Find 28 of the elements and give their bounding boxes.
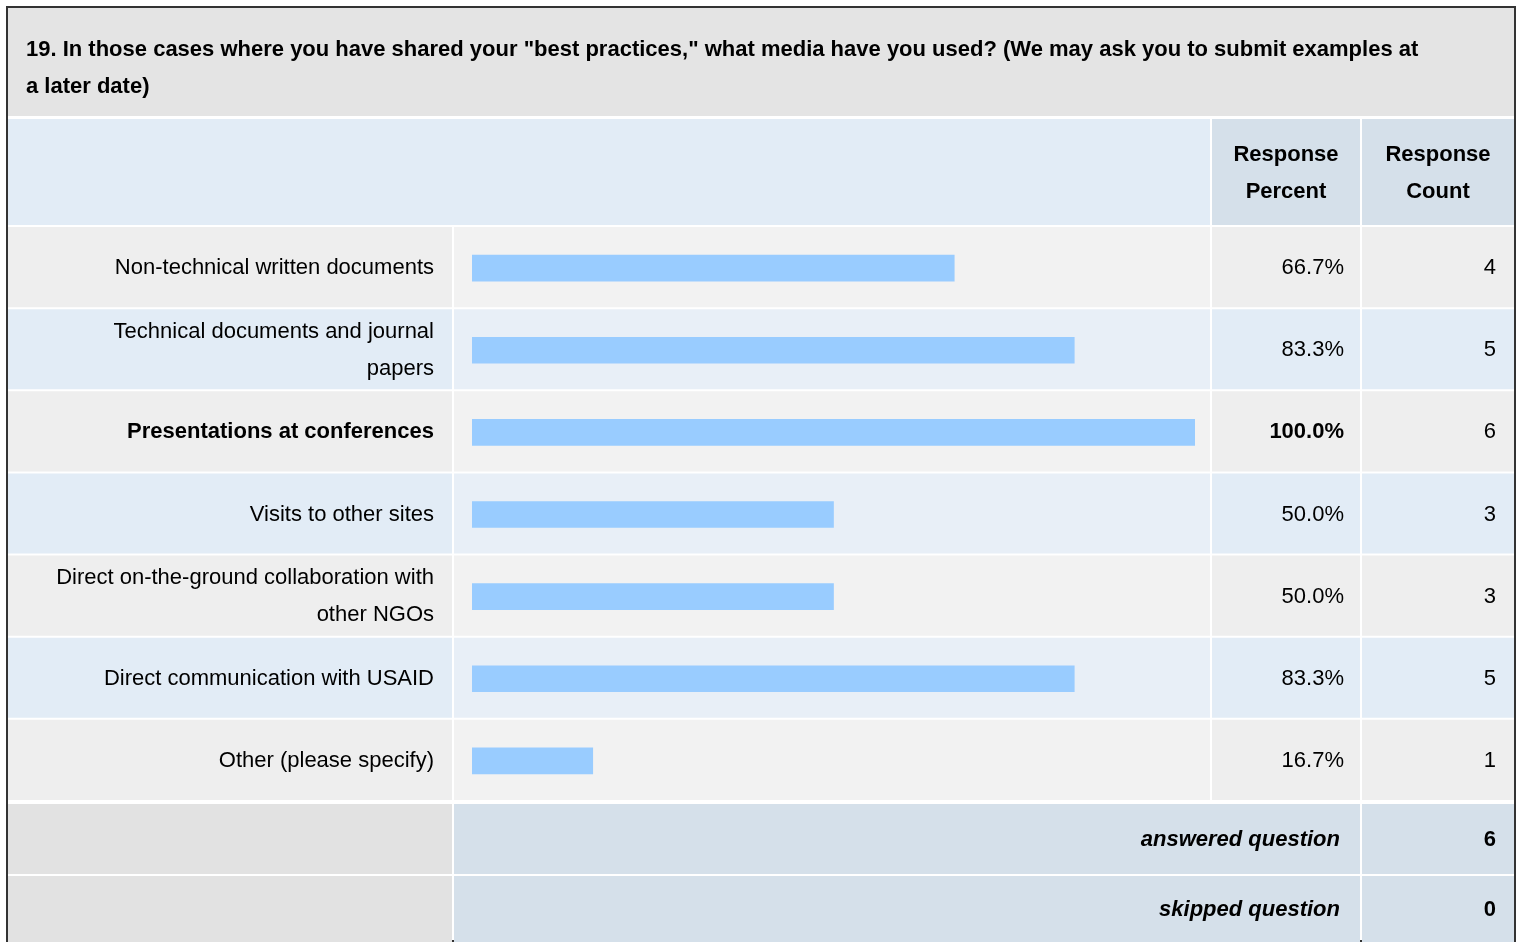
data-label: 50.0% (1281, 582, 1344, 608)
y-tick-label: Direct on-the-ground collaboration with other NGOs (56, 564, 434, 627)
data-label: 83.3% (1281, 664, 1344, 690)
y-tick-label: Technical documents and journal papers (113, 317, 434, 380)
text: 4 (1483, 254, 1496, 280)
text: skipped question (454, 876, 1360, 942)
data-label: 83.3% (1281, 336, 1344, 362)
text: 1 (1483, 746, 1496, 772)
y-tick-label: Visits to other sites (249, 500, 434, 526)
y-tick-label: Presentations at conferences (127, 418, 434, 444)
data-label: 50.0% (1281, 500, 1344, 526)
text: 0 (1362, 876, 1514, 942)
y-tick-label: Direct communication with USAID (103, 664, 434, 690)
text: Response Count (1362, 119, 1514, 225)
text: 5 (1483, 336, 1496, 362)
text: 6 (1362, 804, 1514, 874)
text: Response Percent (1212, 119, 1360, 225)
text: 5 (1483, 664, 1496, 690)
y-tick-label: Non-technical written documents (114, 254, 434, 280)
text: 3 (1483, 582, 1496, 608)
chart-title: 19. In those cases where you have shared your "best practices," what media have you used? (We may ask you to submit examples at a later date) (8, 8, 1514, 118)
text: 6 (1483, 418, 1496, 444)
text: 3 (1483, 500, 1496, 526)
data-label: 16.7% (1281, 746, 1344, 772)
text: answered question (454, 804, 1360, 874)
y-tick-label: Other (please specify) (218, 746, 434, 772)
data-label: 100.0% (1269, 418, 1344, 444)
data-label: 66.7% (1281, 254, 1344, 280)
